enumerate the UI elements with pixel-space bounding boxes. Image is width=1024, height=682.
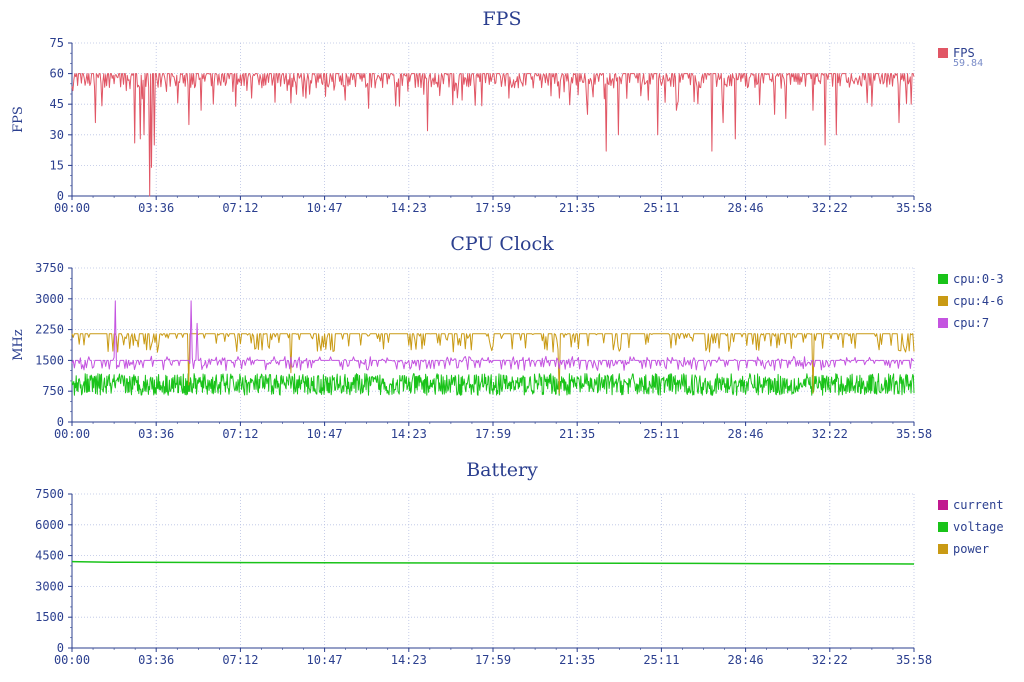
y-tick-label: 75 xyxy=(50,36,64,50)
y-tick-label: 15 xyxy=(50,158,64,172)
legend-swatch-cpu-0-3 xyxy=(938,274,948,284)
x-tick-label: 28:46 xyxy=(728,653,764,667)
x-tick-label: 07:12 xyxy=(222,201,258,215)
y-tick-label: 60 xyxy=(50,67,64,81)
x-tick-label: 14:23 xyxy=(391,653,427,667)
y-tick-label: 1500 xyxy=(35,610,64,624)
cpu-clock-chart: 0 750 1500 2250 3000 3750 00:00 03:36 07:12 10:47… xyxy=(11,261,932,441)
series-line-voltage xyxy=(71,560,915,565)
x-tick-label: 17:59 xyxy=(475,427,511,441)
y-tick-label: 0 xyxy=(57,641,64,655)
x-tick-label: 28:46 xyxy=(728,201,764,215)
series-line-cpu-0-3 xyxy=(71,373,915,396)
legend-label-current: current xyxy=(953,498,1004,512)
legend-swatch-current xyxy=(938,500,948,510)
x-tick-label: 25:11 xyxy=(643,653,679,667)
legend-item-current[interactable]: current xyxy=(938,494,1004,516)
series-line-cpu-7 xyxy=(71,300,914,371)
legend-swatch-voltage xyxy=(938,522,948,532)
x-tick-label: 35:58 xyxy=(896,201,932,215)
legend-item-power[interactable]: power xyxy=(938,538,1004,560)
x-tick-label: 32:22 xyxy=(812,201,848,215)
fps-current-value: 59.84 xyxy=(953,58,984,69)
x-tick-label: 25:11 xyxy=(643,201,679,215)
legend-item-cpu-7[interactable]: cpu:7 xyxy=(938,312,1004,334)
battery-legend: current voltage power xyxy=(938,494,1004,560)
fps-legend: FPS 59.84 xyxy=(938,42,983,69)
x-tick-label: 35:58 xyxy=(896,427,932,441)
y-tick-label: 2250 xyxy=(35,323,64,337)
y-axis-label: MHz xyxy=(11,329,26,361)
x-tick-label: 07:12 xyxy=(222,427,258,441)
legend-label-voltage: voltage xyxy=(953,520,1004,534)
cpu-clock-chart-title: CPU Clock xyxy=(450,233,554,255)
grid xyxy=(71,493,915,649)
x-tick-label: 03:36 xyxy=(138,201,174,215)
cpu-clock-panel: CPU Clock 0 750 1500 2250 3000 3750 00:00 03:36… xyxy=(11,233,1004,441)
y-tick-label: 0 xyxy=(57,415,64,429)
y-axis-label: FPS xyxy=(11,106,26,133)
cpu-clock-legend: cpu:0-3 cpu:4-6 cpu:7 xyxy=(938,268,1004,334)
y-tick-label: 4500 xyxy=(35,549,64,563)
y-tick-label: 1500 xyxy=(35,353,64,367)
y-tick-label: 7500 xyxy=(35,487,64,501)
x-tick-label: 00:00 xyxy=(54,427,90,441)
legend-item-voltage[interactable]: voltage xyxy=(938,516,1004,538)
fps-chart: 0 15 30 45 60 75 00:00 03:36 07:12 10:47 14:23 17:5… xyxy=(11,36,932,215)
x-tick-label: 03:36 xyxy=(138,427,174,441)
legend-label-cpu-4-6: cpu:4-6 xyxy=(953,294,1004,308)
y-tick-label: 30 xyxy=(50,128,64,142)
legend-swatch-cpu-7 xyxy=(938,318,948,328)
x-tick-label: 21:35 xyxy=(559,427,595,441)
y-tick-label: 0 xyxy=(57,189,64,203)
series-line-fps xyxy=(71,73,915,197)
x-tick-label: 14:23 xyxy=(391,201,427,215)
x-tick-label: 10:47 xyxy=(307,427,343,441)
x-tick-label: 07:12 xyxy=(222,653,258,667)
fps-chart-title: FPS xyxy=(482,8,522,30)
x-tick-label: 32:22 xyxy=(812,427,848,441)
x-tick-label: 28:46 xyxy=(728,427,764,441)
x-tick-label: 10:47 xyxy=(307,653,343,667)
x-tick-label: 21:35 xyxy=(559,201,595,215)
y-tick-label: 3000 xyxy=(35,292,64,306)
fps-panel: FPS 0 15 30 45 60 75 00:00 03:36 07:12 10:47 14:23… xyxy=(0,0,1024,225)
y-tick-label: 45 xyxy=(50,97,64,111)
x-tick-label: 32:22 xyxy=(812,653,848,667)
legend-item-fps[interactable]: FPS xyxy=(938,42,983,64)
legend-swatch-cpu-4-6 xyxy=(938,296,948,306)
legend-swatch-power xyxy=(938,544,948,554)
legend-swatch-fps xyxy=(938,48,948,58)
x-tick-label: 03:36 xyxy=(138,653,174,667)
legend-label-cpu-7: cpu:7 xyxy=(953,316,990,330)
legend-label-power: power xyxy=(953,542,990,556)
y-tick-label: 3750 xyxy=(35,261,64,275)
x-tick-label: 10:47 xyxy=(307,201,343,215)
x-tick-label: 21:35 xyxy=(559,653,595,667)
y-tick-label: 3000 xyxy=(35,579,64,593)
x-tick-label: 14:23 xyxy=(391,427,427,441)
legend-label-cpu-0-3: cpu:0-3 xyxy=(953,272,1004,286)
y-tick-label: 750 xyxy=(42,384,64,398)
legend-item-cpu-0-3[interactable]: cpu:0-3 xyxy=(938,268,1004,290)
legend-item-cpu-4-6[interactable]: cpu:4-6 xyxy=(938,290,1004,312)
x-tick-label: 17:59 xyxy=(475,653,511,667)
legend-label-fps: FPS xyxy=(953,46,975,60)
series-line-cpu-4-6 xyxy=(71,333,915,394)
battery-chart-title: Battery xyxy=(466,459,538,481)
x-tick-label: 17:59 xyxy=(475,201,511,215)
y-tick-label: 6000 xyxy=(35,518,64,532)
x-tick-label: 00:00 xyxy=(54,653,90,667)
x-tick-label: 35:58 xyxy=(896,653,932,667)
x-tick-label: 00:00 xyxy=(54,201,90,215)
x-tick-label: 25:11 xyxy=(643,427,679,441)
